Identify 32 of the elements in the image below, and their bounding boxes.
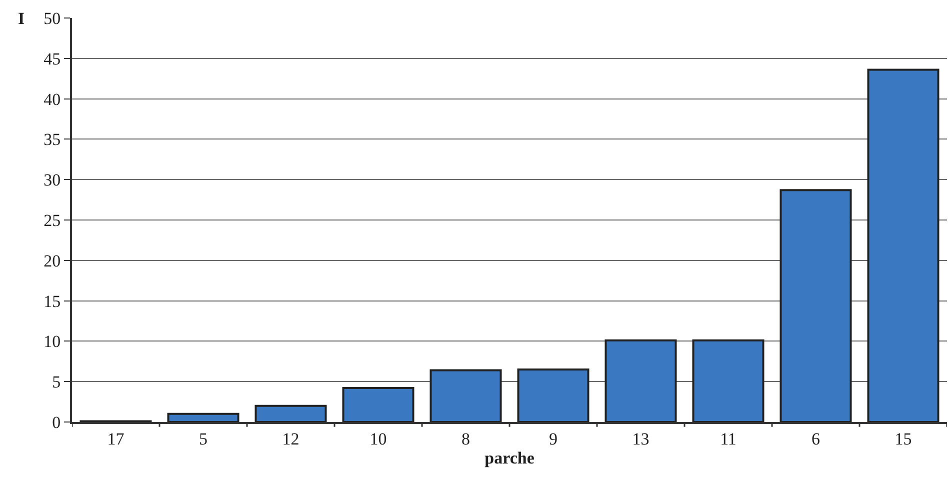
x-tick-label: 9 (549, 429, 558, 448)
bar (517, 368, 590, 422)
x-tick-label: 17 (107, 429, 125, 448)
y-tick-label: 0 (52, 412, 61, 432)
y-tick-label: 25 (44, 210, 61, 230)
y-tick-label: 15 (44, 292, 61, 311)
x-tick-label: 13 (632, 429, 650, 448)
x-tick-label: 5 (199, 429, 208, 448)
bar (430, 369, 502, 422)
bar (692, 339, 764, 422)
bar (254, 404, 327, 422)
bar (342, 387, 414, 422)
y-tick-label: 30 (44, 170, 61, 190)
bar (604, 339, 677, 422)
x-tick-label: 8 (462, 429, 470, 448)
x-tick-label: 6 (812, 429, 820, 448)
y-axis-title: I (18, 9, 25, 28)
y-tick-label: 45 (44, 49, 61, 68)
x-tick-label: 11 (720, 429, 736, 448)
x-tick-label: 12 (282, 429, 300, 448)
x-tick-label: 15 (894, 429, 912, 448)
y-tick-label: 40 (44, 90, 61, 109)
x-axis-title: parche (484, 448, 535, 468)
x-tick-label: 10 (370, 429, 387, 448)
y-tick-label: 10 (44, 332, 61, 352)
y-tick-label: 35 (44, 130, 61, 150)
y-tick-label: 50 (44, 8, 61, 28)
y-tick-label: 5 (52, 372, 61, 392)
y-tick-label: 20 (44, 251, 61, 270)
bar (167, 412, 240, 422)
bar (780, 189, 852, 422)
bar (867, 68, 940, 422)
